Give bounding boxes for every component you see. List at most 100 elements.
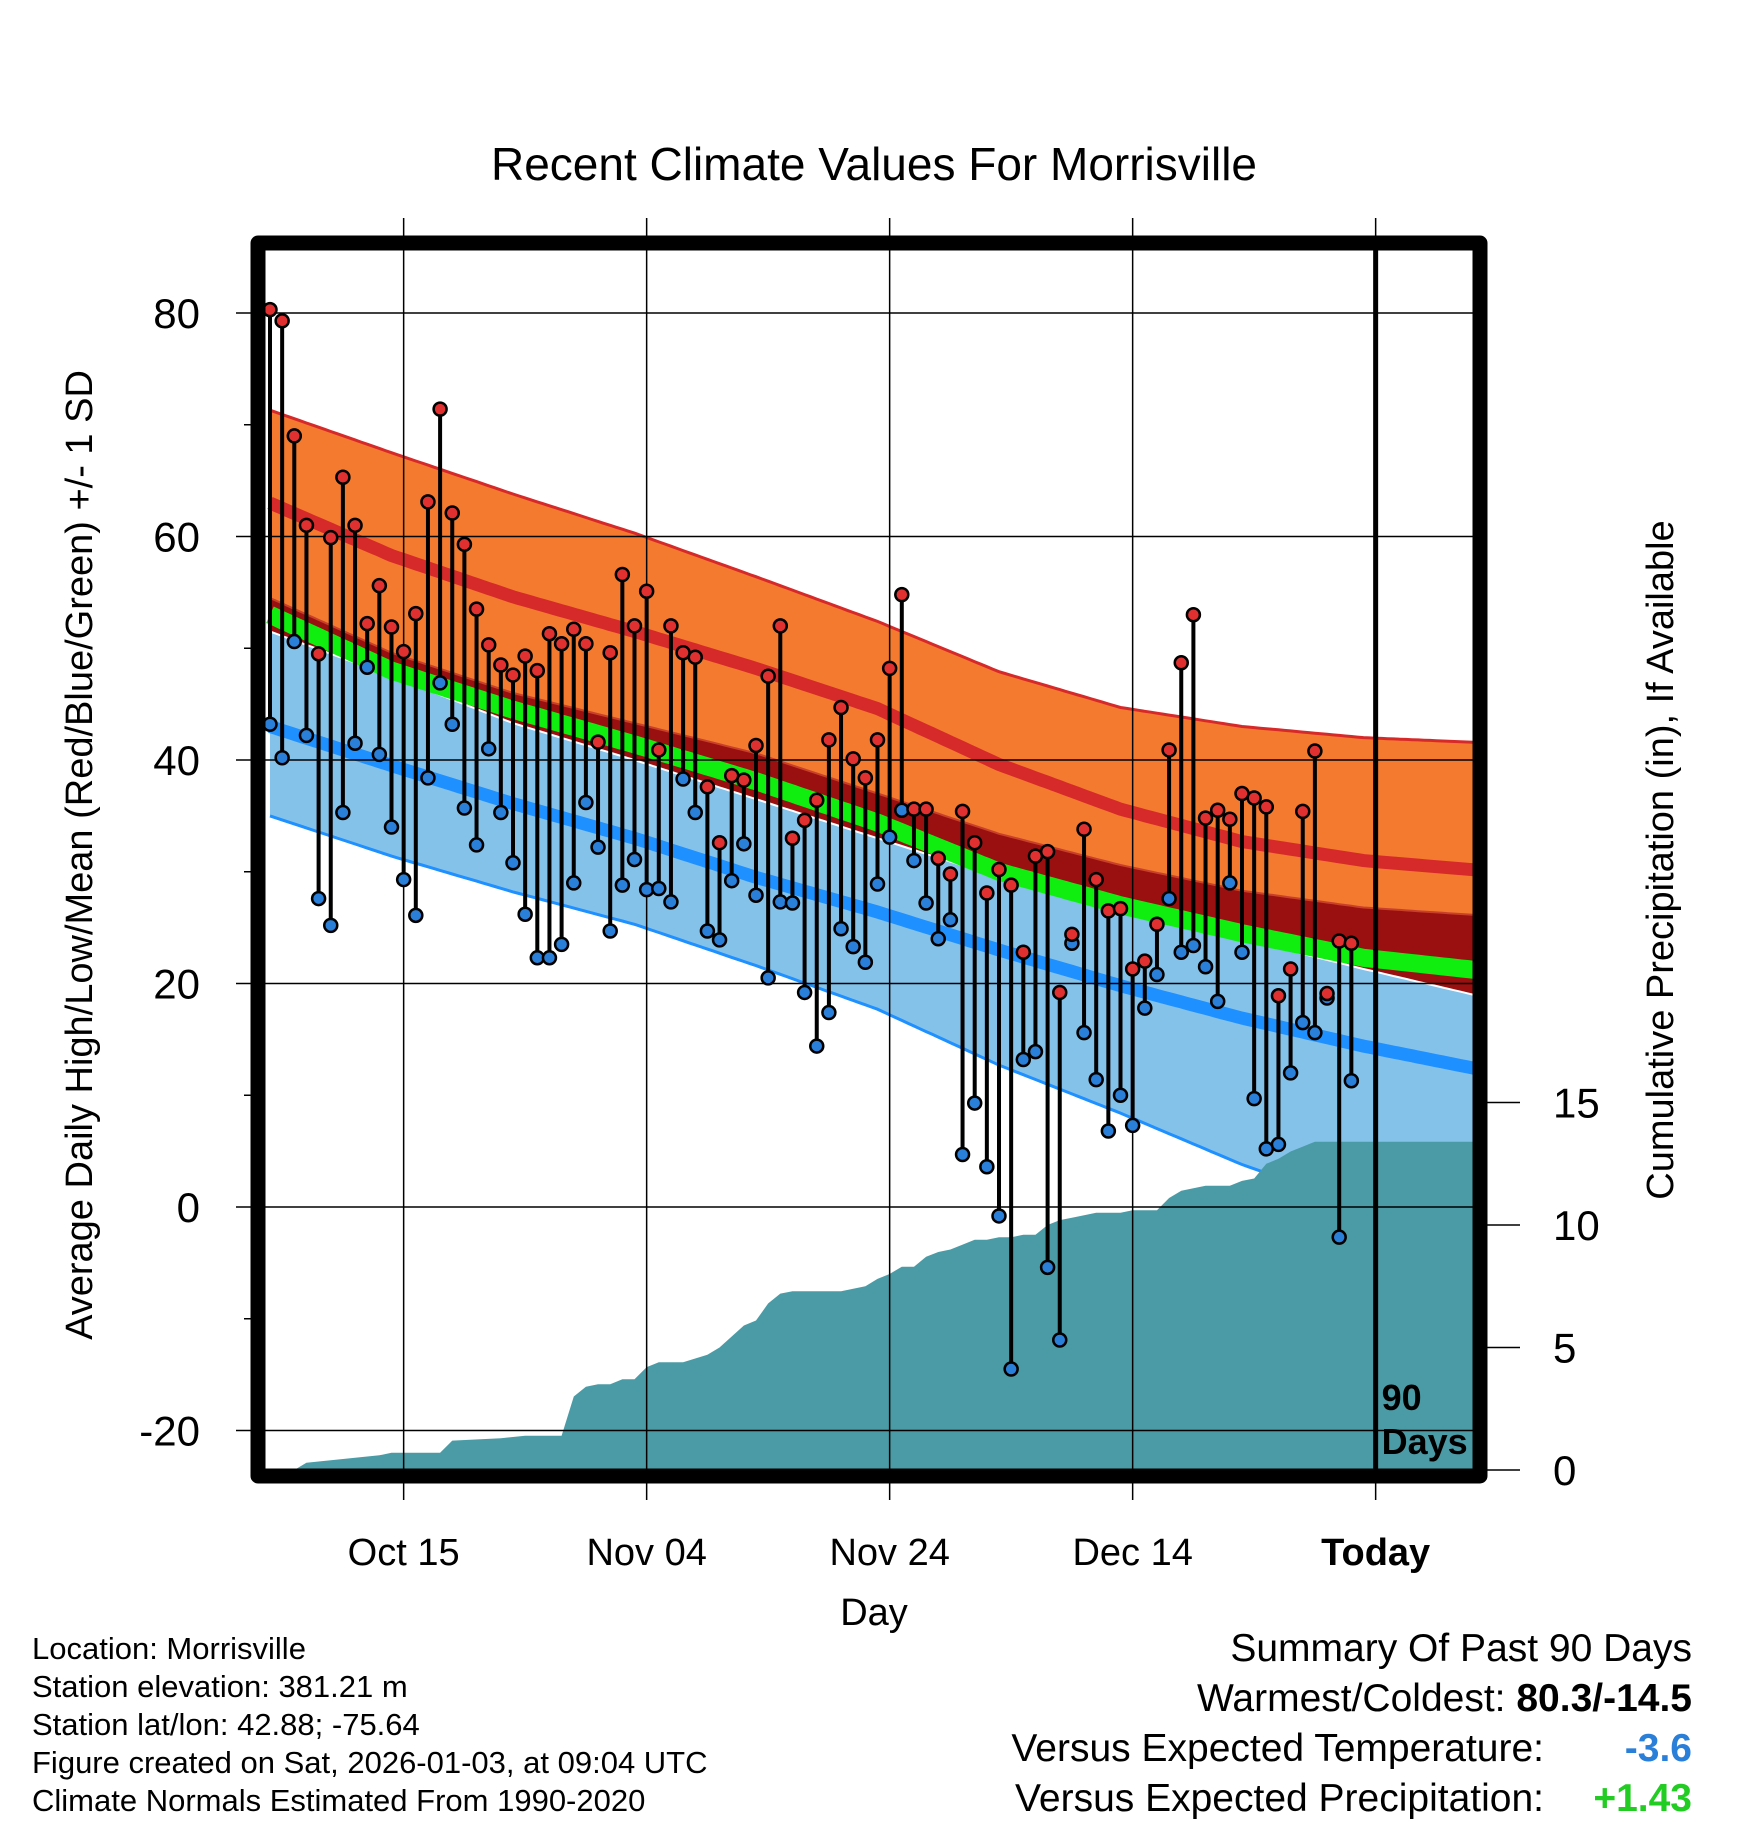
- daily-low-marker: [626, 851, 643, 868]
- extremes-label: Warmest/Coldest:: [1197, 1677, 1506, 1720]
- daily-high-marker: [1039, 843, 1056, 860]
- daily-low-marker: [833, 920, 849, 937]
- daily-low-marker: [784, 895, 801, 911]
- y-tick-label: -20: [139, 1408, 200, 1455]
- y-tick-label: 80: [153, 290, 200, 337]
- daily-high-marker: [687, 649, 703, 665]
- daily-high-marker: [1064, 926, 1080, 943]
- daily-low-marker: [881, 829, 898, 845]
- daily-high-marker: [1015, 944, 1032, 960]
- daily-low-marker: [1003, 1361, 1019, 1377]
- daily-low-marker: [1270, 1136, 1287, 1153]
- daily-low-marker: [1076, 1024, 1092, 1041]
- daily-high-marker: [1331, 933, 1347, 949]
- daily-low-marker: [335, 804, 351, 821]
- summary-precipitation: Versus Expected Precipitation: +1.43: [1011, 1774, 1692, 1824]
- normals-text: Climate Normals Estimated From 1990-2020: [32, 1783, 646, 1818]
- daily-low-marker: [906, 852, 922, 869]
- daily-high-marker: [590, 734, 606, 750]
- daily-low-marker: [857, 954, 874, 971]
- precipitation-label: Versus Expected Precipitation:: [1015, 1777, 1544, 1820]
- daily-high-marker: [541, 625, 558, 642]
- latlon-text: Station lat/lon: 42.88; -75.64: [32, 1707, 420, 1742]
- daily-low-marker: [1209, 993, 1226, 1010]
- daily-high-marker: [286, 428, 303, 444]
- daily-low-marker: [371, 746, 388, 763]
- temperature-label: Versus Expected Temperature:: [1011, 1727, 1544, 1770]
- daily-low-marker: [930, 931, 946, 947]
- x-tick-label: Today: [1321, 1532, 1430, 1574]
- daily-low-marker: [966, 1095, 983, 1111]
- y2-tick-label: 0: [1553, 1447, 1576, 1494]
- daily-low-marker: [566, 875, 582, 891]
- summary-temperature: Versus Expected Temperature: -3.6: [1011, 1724, 1692, 1774]
- daily-high-marker: [894, 586, 910, 603]
- y-axis-label: Average Daily High/Low/Mean (Red/Blue/Gr…: [59, 370, 101, 1340]
- daily-high-marker: [663, 618, 679, 634]
- daily-high-marker: [553, 636, 570, 652]
- summary-extremes: Warmest/Coldest: 80.3/-14.5: [1011, 1674, 1692, 1724]
- y-tick-label: 60: [153, 514, 200, 561]
- daily-high-marker: [809, 792, 825, 808]
- y-tick-label: 20: [153, 961, 200, 1008]
- daily-low-marker: [274, 750, 290, 766]
- daily-low-marker: [602, 923, 618, 939]
- daily-high-marker: [991, 861, 1007, 878]
- daily-high-marker: [1100, 903, 1117, 919]
- daily-high-marker: [784, 830, 801, 846]
- daily-high-marker: [821, 732, 837, 748]
- x-tick-label: Oct 15: [348, 1532, 460, 1574]
- daily-high-marker: [420, 494, 436, 510]
- y2-tick-label: 5: [1553, 1325, 1576, 1372]
- daily-low-marker: [420, 770, 436, 786]
- daily-high-marker: [274, 313, 290, 329]
- daily-high-marker: [456, 536, 473, 553]
- daily-high-marker: [918, 801, 934, 817]
- daily-high-marker: [857, 770, 874, 786]
- daily-high-marker: [614, 566, 631, 583]
- daily-low-marker: [869, 876, 886, 892]
- daily-low-marker: [821, 1004, 837, 1021]
- daily-low-marker: [517, 906, 533, 922]
- daily-high-marker: [371, 577, 388, 594]
- daily-high-marker: [626, 618, 643, 634]
- daily-low-marker: [1088, 1071, 1104, 1088]
- daily-low-marker: [310, 890, 327, 907]
- daily-low-marker: [395, 871, 412, 888]
- daily-high-marker: [979, 885, 995, 901]
- daily-high-marker: [711, 834, 728, 851]
- daily-high-marker: [1343, 935, 1360, 952]
- daily-high-marker: [1112, 900, 1129, 917]
- daily-low-marker: [1100, 1123, 1117, 1139]
- daily-low-marker: [1052, 1332, 1068, 1348]
- daily-high-marker: [881, 660, 898, 677]
- daily-low-marker: [979, 1159, 995, 1175]
- daily-high-marker: [335, 469, 351, 486]
- daily-high-marker: [408, 605, 424, 622]
- daily-high-marker: [966, 834, 983, 851]
- daily-low-marker: [796, 984, 813, 1001]
- daily-high-marker: [930, 850, 946, 867]
- today-label-days-count: 90: [1382, 1377, 1422, 1418]
- daily-low-marker: [942, 912, 959, 928]
- daily-high-marker: [395, 643, 412, 660]
- summary-panel: Summary Of Past 90 Days Warmest/Coldest:…: [1011, 1624, 1692, 1824]
- daily-high-marker: [323, 529, 339, 546]
- extremes-value: 80.3/-14.5: [1516, 1677, 1692, 1720]
- daily-high-marker: [833, 699, 849, 716]
- daily-low-marker: [1185, 937, 1202, 954]
- daily-low-marker: [954, 1146, 971, 1163]
- daily-low-marker: [383, 819, 400, 835]
- daily-low-marker: [1331, 1229, 1347, 1245]
- y2-tick-label: 15: [1553, 1080, 1600, 1127]
- daily-high-marker: [1137, 953, 1153, 969]
- daily-high-marker: [1307, 743, 1323, 759]
- x-tick-label: Dec 14: [1072, 1532, 1192, 1574]
- created-text: Figure created on Sat, 2026-01-03, at 09…: [32, 1745, 708, 1780]
- daily-high-marker: [493, 657, 509, 673]
- daily-high-marker: [359, 615, 375, 632]
- x-tick-label: Nov 24: [829, 1532, 949, 1574]
- daily-low-marker: [286, 633, 303, 650]
